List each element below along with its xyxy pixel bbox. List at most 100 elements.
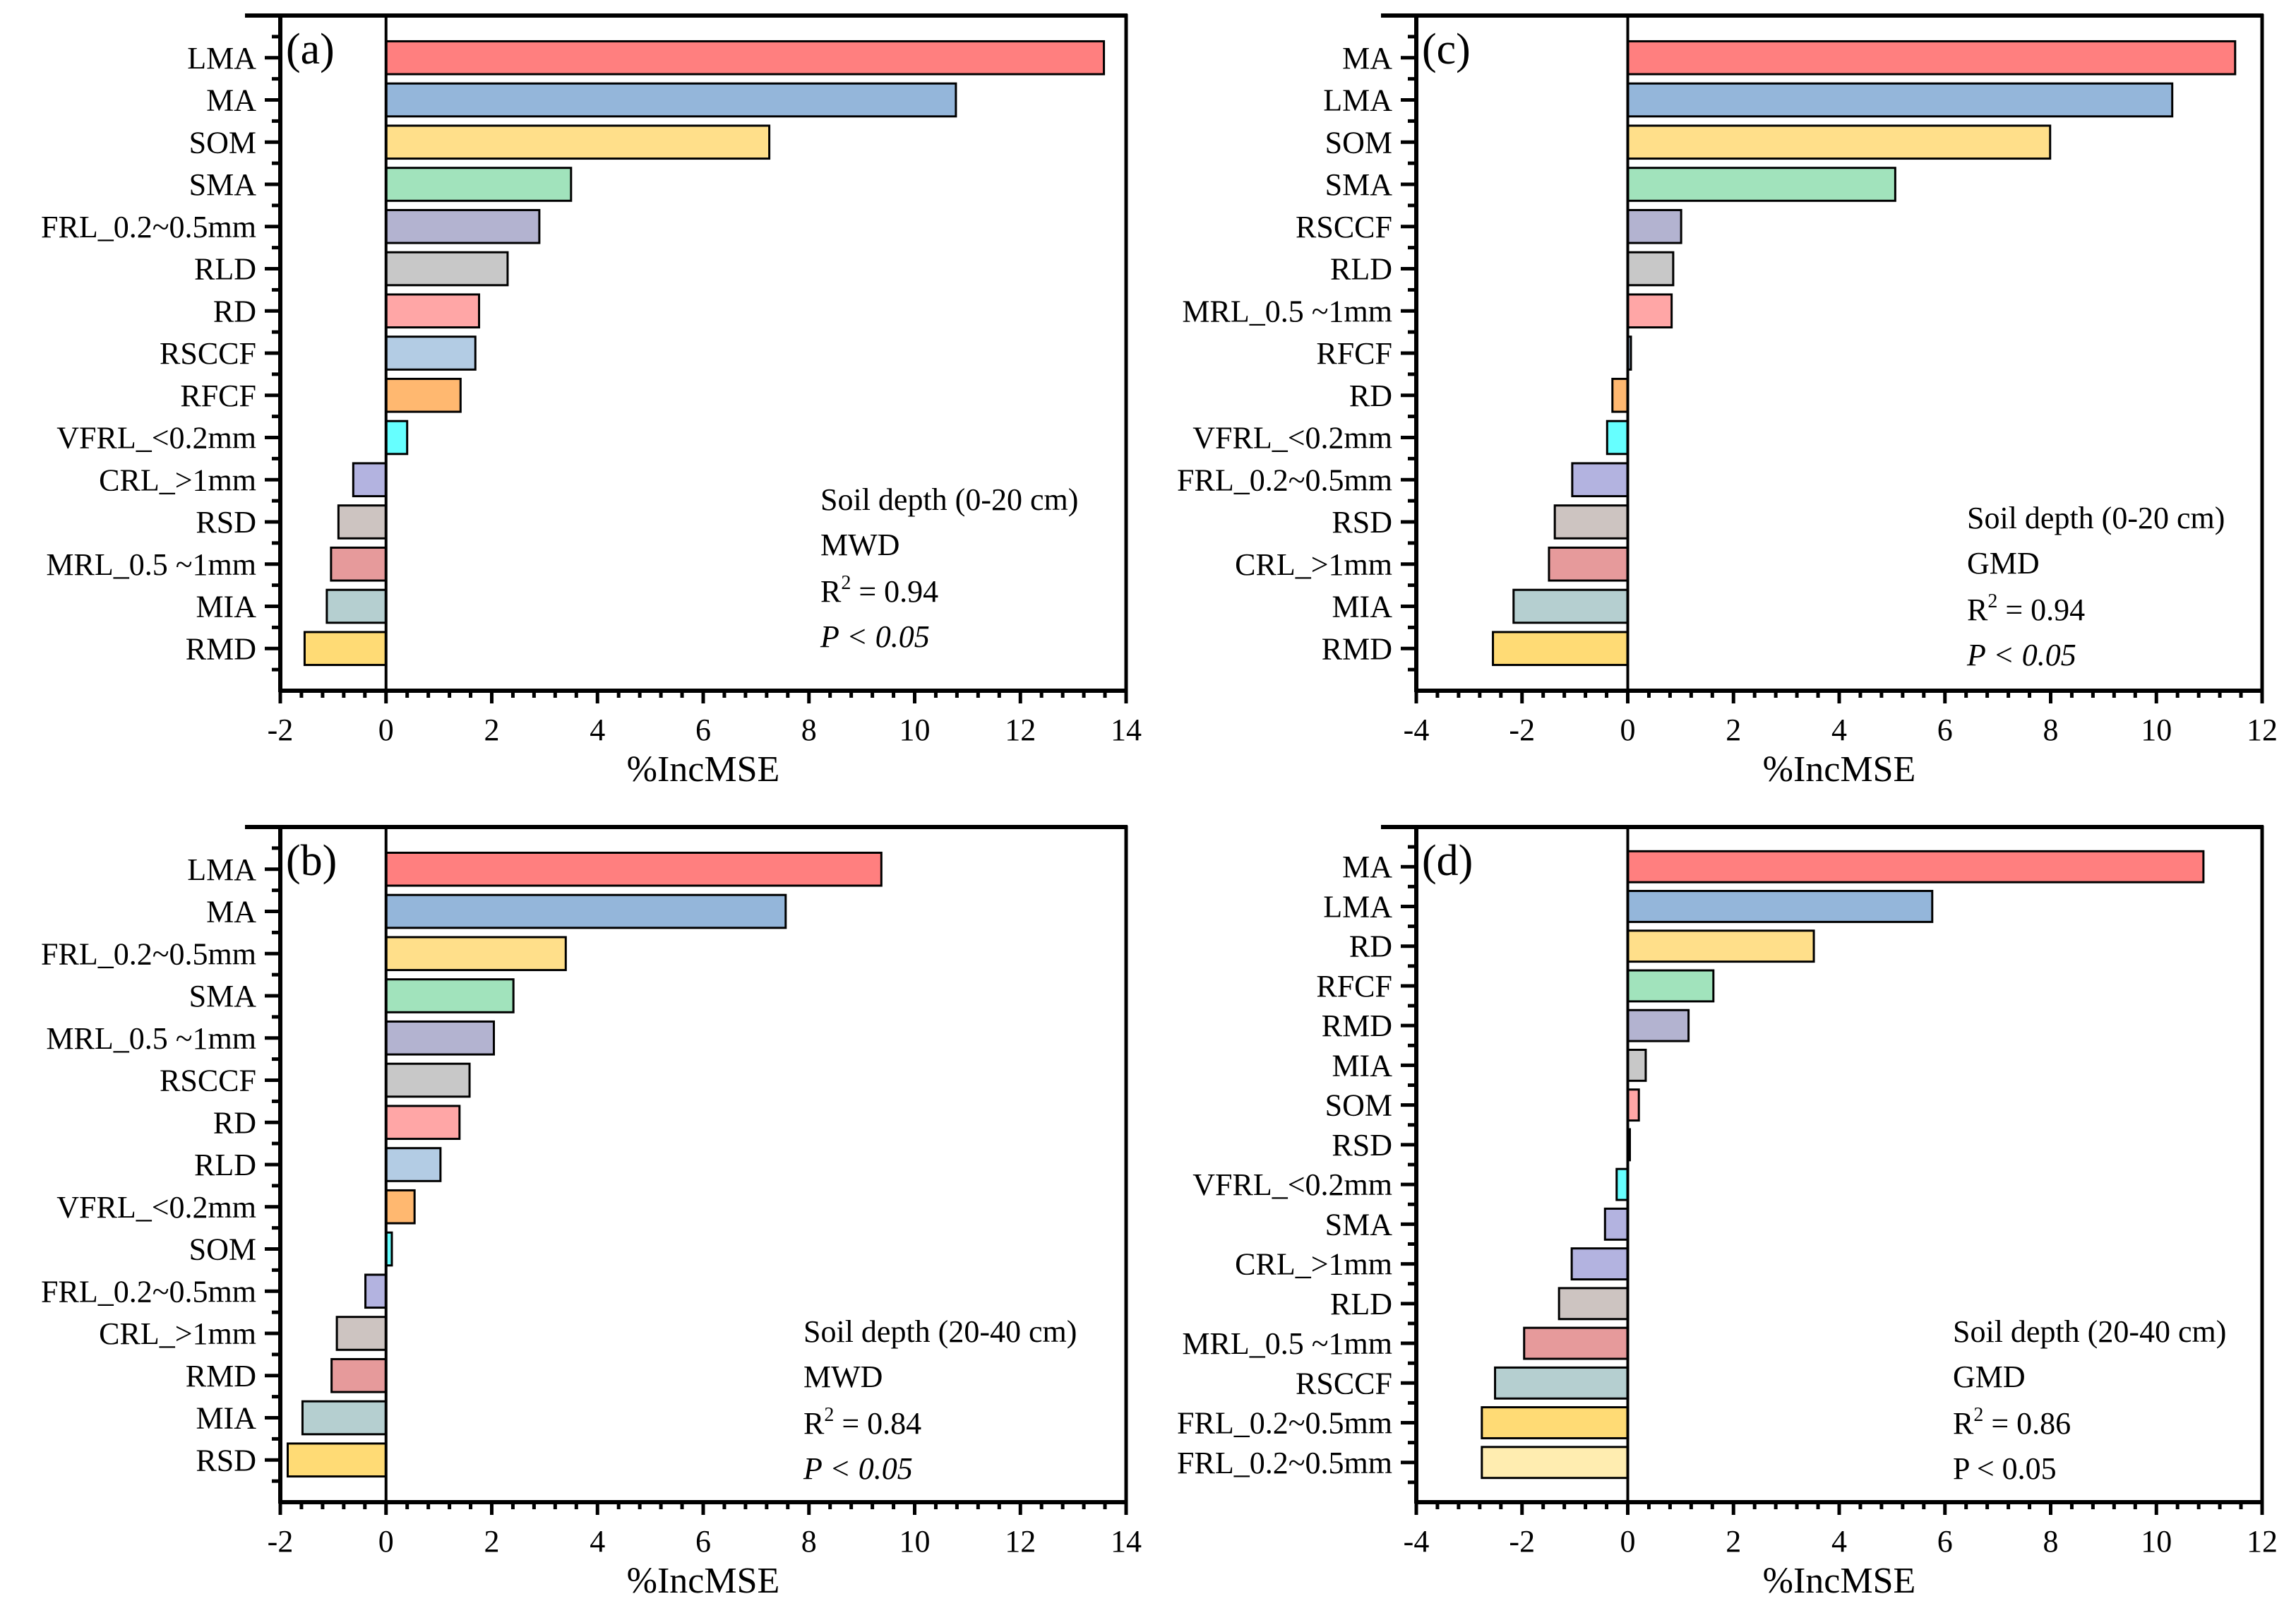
bar: [385, 1020, 495, 1056]
bar: [1627, 890, 1934, 923]
bar: [303, 631, 388, 667]
bar: [385, 335, 477, 371]
x-tick-label: -4: [1404, 1524, 1430, 1559]
x-tick-label: 0: [1620, 713, 1636, 747]
bar: [385, 420, 409, 456]
p-value-label: P < 0.05: [820, 619, 930, 654]
x-tick-label: -2: [268, 1524, 294, 1559]
bar: [1627, 208, 1682, 244]
category-label: RD: [1349, 379, 1392, 413]
bar: [1603, 1207, 1629, 1241]
x-tick-label: 14: [1111, 713, 1142, 747]
x-tick-label: 8: [801, 1524, 817, 1559]
bar: [385, 40, 1106, 76]
category-label: RFCF: [1316, 969, 1392, 1004]
panel-c: MA LMA SOM SMA RSCCF RLD MRL_0.5 ~1mm RFCF RD VFR…: [1177, 13, 2278, 790]
category-label: RD: [213, 1105, 256, 1140]
bar: [1557, 1287, 1630, 1321]
bar: [1494, 1366, 1629, 1400]
index-label: MWD: [820, 528, 899, 562]
bar: [385, 82, 957, 118]
category-label: RSCCF: [1296, 210, 1392, 244]
category-label: RMD: [1322, 631, 1392, 666]
category-label: SMA: [189, 979, 257, 1013]
x-tick-label: 6: [1937, 713, 1953, 747]
bar: [385, 893, 787, 929]
panel-label: (b): [286, 837, 337, 885]
bar: [1512, 588, 1630, 624]
category-label: RFCF: [180, 379, 256, 413]
x-axis-title: %IncMSE: [627, 1561, 780, 1601]
category-label: RFCF: [1316, 336, 1392, 371]
bar: [1627, 929, 1815, 963]
category-label: FRL_0.2~0.5mm: [1177, 463, 1392, 497]
r-superscript: 2: [824, 1404, 834, 1426]
bar: [1627, 850, 2205, 884]
category-label: MA: [1342, 850, 1392, 884]
r-squared-label: R2 = 0.84: [803, 1404, 921, 1441]
x-tick-label: 12: [1005, 713, 1036, 747]
category-label: RSCCF: [160, 336, 256, 371]
bar: [1627, 82, 2174, 118]
category-label: MA: [1342, 41, 1392, 76]
x-tick-label: 10: [899, 1524, 931, 1559]
category-label: RMD: [186, 1359, 256, 1393]
x-tick-label: 4: [590, 1524, 605, 1559]
category-label: MIA: [1332, 590, 1392, 624]
category-label: RLD: [1330, 252, 1392, 287]
x-tick-label: 8: [2043, 1524, 2059, 1559]
category-label: FRL_0.2~0.5mm: [41, 936, 256, 971]
bar: [1492, 631, 1630, 667]
bar: [385, 251, 509, 287]
category-label: RMD: [1322, 1009, 1392, 1043]
category-label: RSD: [196, 1443, 256, 1477]
category-label: MRL_0.5 ~1mm: [46, 1021, 256, 1056]
x-tick-label: -2: [1509, 713, 1535, 747]
r-superscript: 2: [1987, 590, 1997, 612]
x-tick-label: -4: [1404, 713, 1430, 747]
panel-d: MA LMA RD RFCF RMD MIA SOM RSD VFRL_<0.2mm SMA CRL…: [1177, 825, 2278, 1601]
panel-label: (a): [286, 25, 335, 73]
x-tick-label: 10: [899, 713, 931, 747]
category-label: FRL_0.2~0.5mm: [41, 210, 256, 244]
bar: [385, 1147, 442, 1182]
x-tick-label: 4: [1831, 1524, 1847, 1559]
bar: [364, 1273, 388, 1309]
category-label: MIA: [196, 590, 256, 624]
category-label: RLD: [1330, 1287, 1392, 1321]
index-label: GMD: [1953, 1360, 2026, 1394]
category-label: LMA: [1323, 889, 1392, 924]
bar: [385, 936, 567, 972]
r-squared-value: = 0.94: [1997, 593, 2085, 627]
x-tick-label: 8: [801, 713, 817, 747]
bar: [385, 1105, 461, 1141]
r-squared-label: R2 = 0.94: [1967, 590, 2085, 627]
r-symbol: R: [1967, 593, 1988, 627]
bar: [385, 978, 515, 1013]
soil-depth-label: Soil depth (20-40 cm): [1953, 1314, 2226, 1349]
p-value-label: P < 0.05: [1953, 1451, 2057, 1486]
r-superscript: 2: [1973, 1404, 1983, 1426]
r-squared-value: = 0.86: [1983, 1406, 2071, 1441]
bar: [385, 1062, 471, 1098]
index-label: GMD: [1967, 546, 2040, 581]
bar: [335, 1316, 388, 1351]
x-tick-label: 2: [484, 713, 500, 747]
category-label: SMA: [189, 167, 257, 202]
category-label: MA: [206, 895, 256, 929]
bar: [1523, 1326, 1630, 1360]
category-label: RSCCF: [160, 1064, 256, 1098]
r-symbol: R: [820, 574, 842, 609]
category-label: CRL_>1mm: [1235, 547, 1392, 582]
category-label: SOM: [189, 1232, 256, 1267]
p-value-label: P < 0.05: [803, 1451, 913, 1486]
bar: [330, 1357, 388, 1393]
category-label: RLD: [194, 1148, 256, 1182]
bar: [385, 1189, 416, 1225]
bar: [1606, 420, 1630, 456]
x-tick-label: 6: [1937, 1524, 1953, 1559]
category-label: SMA: [1325, 167, 1393, 202]
bar: [385, 851, 883, 887]
bar: [1553, 504, 1630, 540]
soil-depth-label: Soil depth (0-20 cm): [820, 482, 1078, 517]
